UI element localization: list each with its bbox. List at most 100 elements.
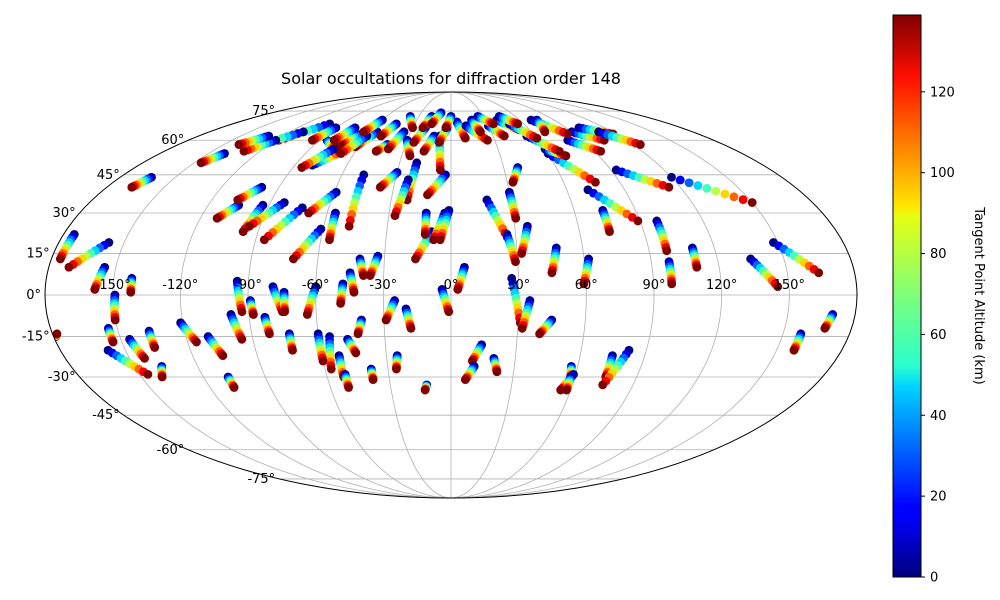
tangent-point [280,307,290,317]
tangent-point [511,213,521,223]
graticule [45,92,857,498]
tangent-point [434,138,444,147]
occultation-track [144,326,160,352]
occultation-track [687,243,702,272]
occultation-track [489,353,502,377]
occultation-track [423,170,450,200]
tangent-point [554,146,564,156]
tangent-point [127,182,137,192]
tangent-point [390,211,400,221]
tangent-point [820,323,830,333]
occultation-track [435,205,454,245]
occultation-track [365,251,383,280]
occultation-track [340,369,353,392]
tangent-point [508,177,518,187]
tangent-point [302,310,312,319]
tangent-point [511,257,520,267]
tangent-point [409,138,419,147]
lon-tick-label: 150° [774,278,805,293]
occultation-track [125,334,149,363]
colorbar-tick-label: 80 [930,247,947,262]
lon-tick-label: -60° [302,278,330,293]
tangent-point [376,131,386,141]
lon-tick-label: 60° [575,278,598,293]
occultation-track [343,334,361,358]
tangent-point [371,146,381,156]
tangent-point [441,123,451,133]
tangent-point [218,351,228,361]
occultation-track [329,123,360,145]
occultation-track [103,323,118,347]
occultation-track [494,111,523,129]
occultation-track [297,144,338,172]
occultation-track [789,329,806,355]
tangent-point [351,348,361,358]
tangent-point [325,235,334,245]
occultation-track [532,115,550,137]
occultation-track [302,282,321,319]
tangent-point [483,135,492,145]
occultation-track [383,127,409,154]
tangent-point [64,262,74,272]
tangent-point [513,119,523,129]
occultation-track [260,312,274,339]
axis-tick-labels: 75° 60° 45° 30° 15° 0° -15° -30° -45° -60° -75° -15… [22,104,805,487]
tangent-point [605,227,614,237]
occultation-track [652,216,672,256]
tangent-point [429,235,439,245]
tangent-point [52,329,62,339]
occultation-track [392,351,402,374]
occultation-track [611,165,674,192]
occultation-track [667,172,757,207]
occultation-track [353,315,366,339]
tangent-point [368,375,378,385]
occultation-track [502,229,520,267]
lat-tick-label: -60° [157,443,185,458]
tangent-point [562,385,571,395]
occultation-track [55,229,79,264]
lat-tick-label: 75° [252,104,275,119]
occultation-track [234,131,274,149]
occultation-track [504,187,521,223]
tangent-point [579,279,589,289]
tangent-point [359,271,368,280]
tangent-point [212,213,222,223]
occultation-track [508,163,523,187]
occultation-track [127,172,156,192]
tangent-point [598,380,608,390]
tangent-point [353,329,363,339]
occultation-track [344,170,369,231]
occultation-track [103,345,153,379]
tangent-point [420,385,430,395]
occultation-track [90,262,110,294]
colorbar-tick-label: 120 [930,85,955,100]
lat-tick-label: -30° [48,370,76,385]
tangent-point [747,198,757,207]
tangent-point [288,345,297,355]
lon-tick-label: -90° [234,278,262,293]
occultation-track [598,205,614,237]
occultation-track [223,372,239,392]
tangent-point [435,235,445,245]
occultation-track [359,115,387,137]
tangent-point [406,323,416,333]
tangent-point [702,183,712,193]
lat-tick-label: 60° [161,133,184,148]
tangent-point [427,119,436,129]
tangent-point [192,337,201,347]
occultation-track [196,149,229,168]
tangent-point [238,227,248,237]
tangent-point [289,254,298,264]
tangent-point [326,364,336,374]
colorbar-tick-label: 40 [930,409,947,424]
tangent-point [499,131,509,141]
tangent-point [150,343,160,352]
tangent-point [489,119,498,129]
occultation-track [336,131,372,158]
occultation-track [245,296,258,319]
occultation-track [233,182,267,205]
tangent-point [460,375,470,385]
lon-tick-label: 120° [706,278,737,293]
occultation-track [390,175,413,221]
